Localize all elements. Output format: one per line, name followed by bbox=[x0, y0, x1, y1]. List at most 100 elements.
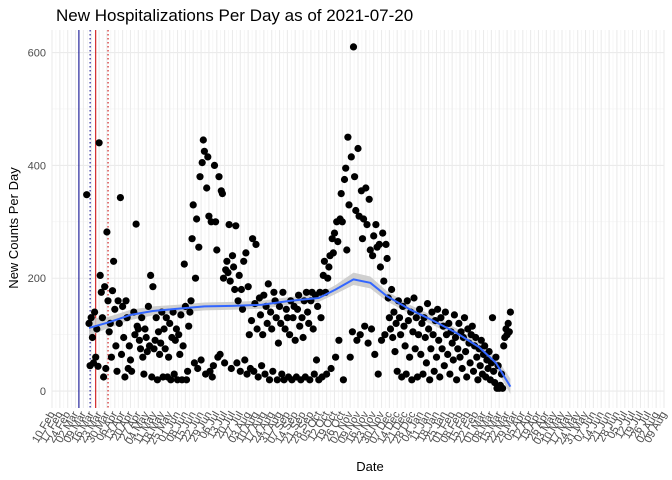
data-point bbox=[460, 314, 469, 322]
data-point bbox=[114, 297, 122, 305]
data-point bbox=[97, 288, 105, 296]
data-point bbox=[337, 190, 345, 198]
data-point bbox=[150, 345, 158, 353]
data-point bbox=[136, 345, 145, 353]
data-point bbox=[346, 353, 354, 361]
data-point bbox=[504, 319, 512, 327]
data-point bbox=[249, 235, 257, 243]
data-point bbox=[428, 308, 436, 316]
data-point bbox=[268, 325, 276, 333]
x-axis-title: Date bbox=[356, 459, 383, 474]
data-point bbox=[417, 350, 425, 358]
data-point bbox=[401, 342, 409, 350]
data-point bbox=[506, 308, 514, 316]
data-point bbox=[101, 283, 109, 291]
data-point bbox=[149, 283, 157, 291]
data-point bbox=[418, 319, 426, 327]
data-point bbox=[152, 314, 160, 322]
data-point bbox=[210, 161, 219, 169]
data-point bbox=[128, 367, 136, 375]
data-point bbox=[481, 342, 489, 350]
data-point bbox=[277, 319, 285, 327]
data-points bbox=[83, 43, 514, 392]
data-point bbox=[180, 260, 188, 268]
data-point bbox=[363, 221, 371, 229]
data-point bbox=[98, 314, 106, 322]
data-point bbox=[419, 370, 427, 378]
data-point bbox=[421, 333, 429, 342]
data-point bbox=[157, 339, 165, 347]
data-point bbox=[466, 359, 474, 367]
data-point bbox=[414, 331, 423, 339]
data-point bbox=[393, 367, 401, 375]
data-point bbox=[488, 314, 497, 322]
data-point bbox=[435, 336, 443, 344]
data-point bbox=[440, 362, 448, 370]
data-point bbox=[227, 364, 235, 373]
data-point bbox=[477, 336, 485, 344]
data-point bbox=[389, 333, 397, 342]
data-point bbox=[345, 201, 353, 209]
data-point bbox=[456, 353, 464, 361]
data-point bbox=[141, 325, 149, 333]
data-point bbox=[365, 195, 373, 203]
data-point bbox=[215, 173, 223, 181]
data-point bbox=[241, 356, 249, 364]
data-point bbox=[260, 291, 268, 299]
data-point bbox=[161, 345, 169, 353]
data-point bbox=[343, 246, 351, 254]
data-point bbox=[299, 333, 307, 342]
data-point bbox=[450, 311, 458, 319]
data-point bbox=[219, 274, 228, 282]
data-point bbox=[111, 305, 119, 313]
data-point bbox=[366, 246, 374, 254]
data-point bbox=[453, 376, 461, 384]
data-point bbox=[203, 184, 211, 192]
data-point bbox=[188, 235, 196, 243]
data-point bbox=[184, 367, 192, 375]
data-point bbox=[409, 328, 417, 336]
data-point bbox=[392, 319, 400, 327]
data-point bbox=[218, 190, 226, 198]
data-point bbox=[295, 291, 303, 299]
data-point bbox=[153, 376, 161, 384]
data-point bbox=[400, 322, 408, 330]
data-point bbox=[232, 222, 240, 230]
trend-line bbox=[88, 278, 512, 388]
data-point bbox=[254, 373, 262, 381]
data-point bbox=[138, 314, 146, 322]
data-point bbox=[445, 319, 453, 327]
data-point bbox=[216, 350, 224, 358]
data-point bbox=[230, 263, 238, 271]
data-point bbox=[194, 364, 202, 373]
data-point bbox=[186, 308, 194, 316]
data-point bbox=[131, 331, 139, 339]
data-point bbox=[323, 370, 331, 378]
data-point bbox=[270, 288, 278, 296]
data-point bbox=[289, 314, 297, 322]
data-point bbox=[224, 269, 232, 277]
data-point bbox=[356, 331, 364, 339]
chart-title: New Hospitalizations Per Day as of 2021-… bbox=[56, 6, 414, 25]
data-point bbox=[353, 336, 361, 344]
data-point bbox=[236, 367, 244, 375]
data-point bbox=[410, 294, 418, 302]
data-point bbox=[107, 353, 115, 361]
data-point bbox=[116, 194, 124, 202]
y-axis-ticks: 0 200 400 600 bbox=[28, 48, 46, 399]
data-point bbox=[182, 376, 191, 384]
data-point bbox=[263, 319, 271, 327]
data-point bbox=[309, 325, 317, 333]
data-point bbox=[151, 336, 159, 344]
data-point bbox=[360, 215, 368, 223]
data-point bbox=[408, 376, 416, 384]
data-point bbox=[199, 136, 207, 144]
data-point bbox=[190, 359, 198, 367]
data-point bbox=[485, 348, 493, 356]
data-point bbox=[148, 373, 156, 381]
data-point bbox=[172, 325, 180, 333]
data-point bbox=[167, 376, 175, 384]
data-point bbox=[454, 345, 462, 353]
data-point bbox=[171, 336, 179, 344]
data-point bbox=[267, 308, 275, 316]
